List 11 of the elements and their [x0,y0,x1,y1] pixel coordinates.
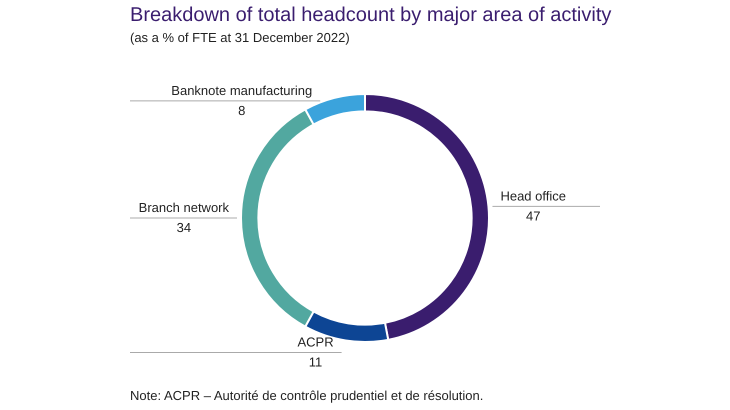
slice-label: Branch network [138,200,230,216]
data-label: 34 [176,220,192,236]
data-label: 11 [308,354,322,370]
text: Note: ACPR – Autorité de contrôle prudentiel et de résolution. [130,388,484,403]
slice-label: ACPR [297,334,334,350]
chart-subtitle: (as a % of FTE at 31 December 2022) [130,30,350,45]
chart-title: Breakdown of total headcount by major area of activity [130,4,612,27]
slice-label: Banknote manufacturing [171,82,312,98]
data-label: 8 [238,102,246,118]
data-label: 47 [526,208,540,224]
slice-label: Head office [500,188,566,204]
